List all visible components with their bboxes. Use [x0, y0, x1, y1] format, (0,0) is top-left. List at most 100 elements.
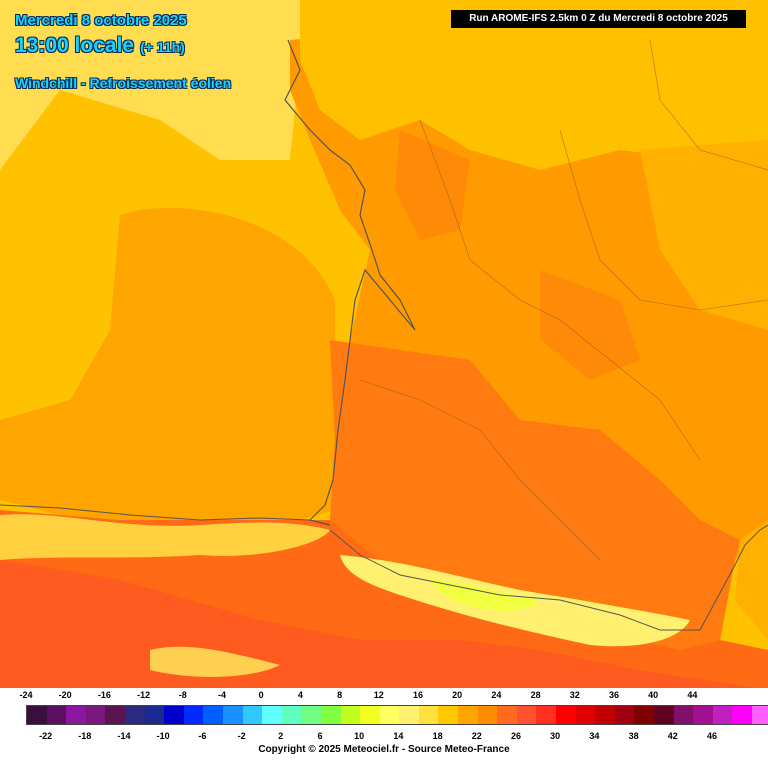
legend-tick-label: -12 [137, 690, 151, 700]
legend-tick-label: -2 [237, 731, 246, 741]
legend-swatch [66, 706, 86, 724]
legend-swatch [575, 706, 596, 724]
legend-swatch [536, 706, 557, 724]
legend-swatch [712, 706, 733, 724]
legend-tick-label: -22 [39, 731, 53, 741]
legend-swatch [164, 706, 184, 724]
legend-tick-label: -6 [198, 731, 207, 741]
east-land-cool [640, 140, 768, 330]
forecast-offset: (+ 11h) [140, 39, 185, 55]
legend-swatch [320, 706, 341, 724]
legend-tick-label: -14 [117, 731, 131, 741]
med-coastline [734, 524, 768, 566]
legend-swatch [751, 706, 768, 724]
cantabric-cool [0, 514, 330, 560]
legend-swatch [693, 706, 713, 724]
legend-swatch [556, 706, 576, 724]
legend-swatch [360, 706, 380, 724]
legend-tick-label: 24 [491, 690, 502, 700]
legend-swatch [438, 706, 459, 724]
legend-tick-label: 16 [412, 690, 424, 700]
legend-tick-label: 0 [258, 690, 264, 700]
legend-tick-label: -10 [156, 731, 170, 741]
legend-tick-label: 28 [530, 690, 541, 700]
legend-swatch [399, 706, 419, 724]
south-mountain-spots [150, 646, 280, 677]
legend-tick-label: 10 [354, 731, 365, 741]
legend-swatch [379, 706, 400, 724]
legend-tick-label: 44 [687, 690, 698, 700]
region-border-1 [419, 119, 701, 461]
legend-swatch [458, 706, 478, 724]
legend-swatch [124, 706, 145, 724]
legend-swatch [281, 706, 302, 724]
region-border-4 [649, 39, 768, 171]
legend-swatch [46, 706, 67, 724]
legend-swatch [516, 706, 537, 724]
color-legend: Copyright © 2025 Meteociel.fr - Source M… [0, 688, 768, 768]
legend-tick-label: -8 [178, 690, 187, 700]
forecast-time-value: 13:00 locale [15, 34, 135, 57]
forecast-date: Mercredi 8 octobre 2025 [15, 12, 187, 29]
north-land-cool [300, 0, 768, 170]
copyright-text: Copyright © 2025 Meteociel.fr - Source M… [258, 744, 510, 755]
legend-swatch [222, 706, 243, 724]
legend-swatch [477, 706, 498, 724]
region-border-2 [559, 129, 768, 311]
legend-swatch [418, 706, 439, 724]
legend-swatch [301, 706, 321, 724]
legend-swatch [732, 706, 752, 724]
legend-tick-label: 20 [452, 690, 463, 700]
legend-tick-label: 18 [432, 731, 443, 741]
legend-tick-label: 34 [589, 731, 600, 741]
legend-swatch [634, 706, 654, 724]
legend-swatch [144, 706, 165, 724]
inland-hot-3 [540, 270, 640, 380]
atlantic-coastline [284, 39, 416, 526]
legend-swatch [203, 706, 223, 724]
legend-swatch [497, 706, 517, 724]
legend-swatch [85, 706, 106, 724]
north-sea-pale [0, 0, 320, 170]
legend-swatch [105, 706, 125, 724]
med-sea [735, 520, 768, 640]
legend-tick-label: -18 [78, 731, 92, 741]
legend-tick-label: 32 [569, 690, 580, 700]
legend-tick-label: 36 [608, 690, 620, 700]
legend-tick-label: 22 [471, 731, 482, 741]
gulf-warm-zone [0, 207, 335, 526]
legend-swatch [242, 706, 263, 724]
legend-swatch [183, 706, 204, 724]
run-info-banner: Run AROME-IFS 2.5km 0 Z du Mercredi 8 oc… [451, 10, 746, 28]
legend-color-bar [26, 705, 768, 725]
legend-tick-label: 4 [297, 690, 303, 700]
legend-tick-label: 38 [628, 731, 639, 741]
legend-tick-label: -16 [97, 690, 111, 700]
legend-tick-label: 30 [550, 731, 561, 741]
legend-tick-label: 42 [667, 731, 678, 741]
legend-swatch [340, 706, 361, 724]
region-border-3 [359, 379, 601, 561]
legend-tick-label: -20 [58, 690, 72, 700]
legend-swatch [614, 706, 635, 724]
legend-tick-label: 46 [706, 731, 718, 741]
legend-tick-label: 14 [393, 731, 404, 741]
legend-tick-label: 8 [337, 690, 343, 700]
legend-tick-label: 40 [648, 690, 659, 700]
legend-swatch [673, 706, 694, 724]
legend-tick-label: 26 [510, 731, 522, 741]
inland-hot-2 [395, 130, 470, 240]
legend-swatch [595, 706, 615, 724]
legend-tick-label: -4 [217, 690, 227, 700]
legend-swatch [27, 706, 47, 724]
legend-tick-label: 2 [278, 731, 284, 741]
pyrenees-border [329, 529, 736, 631]
forecast-time: 13:00 locale (+ 11h) [15, 34, 185, 58]
legend-tick-label: 6 [317, 731, 323, 741]
spain-coastline [0, 504, 311, 521]
legend-tick-label: -24 [19, 690, 33, 700]
legend-swatch [262, 706, 282, 724]
legend-tick-label: 12 [373, 690, 384, 700]
